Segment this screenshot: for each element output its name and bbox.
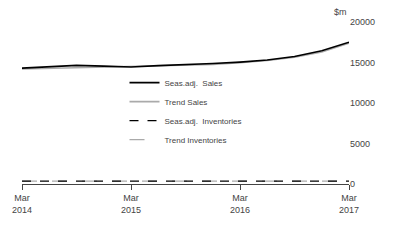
svg-text:Mar2017: Mar2017 — [339, 193, 359, 215]
svg-text:Trend Inventories: Trend Inventories — [165, 136, 227, 145]
svg-text:0: 0 — [350, 179, 355, 189]
svg-text:15000: 15000 — [350, 58, 375, 68]
svg-text:Seas.adj. Inventories: Seas.adj. Inventories — [165, 117, 242, 126]
svg-text:$m: $m — [334, 7, 347, 17]
svg-text:Seas.adj. Sales: Seas.adj. Sales — [165, 79, 223, 88]
svg-text:5000: 5000 — [350, 139, 370, 149]
svg-text:Mar2014: Mar2014 — [12, 193, 32, 215]
svg-text:20000: 20000 — [350, 17, 375, 27]
svg-text:Trend Sales: Trend Sales — [165, 98, 208, 107]
svg-text:10000: 10000 — [350, 98, 375, 108]
svg-text:Mar2016: Mar2016 — [230, 193, 250, 215]
svg-text:Mar2015: Mar2015 — [121, 193, 141, 215]
